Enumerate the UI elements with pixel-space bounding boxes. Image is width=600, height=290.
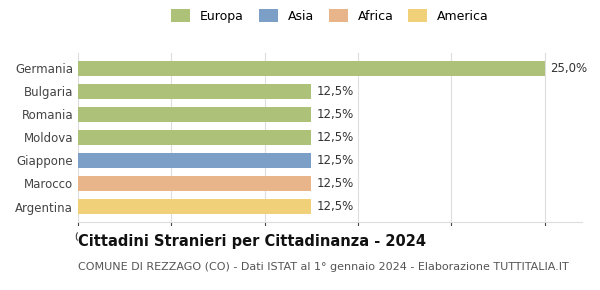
Legend: Europa, Asia, Africa, America: Europa, Asia, Africa, America [171,9,489,23]
Bar [78,176,311,191]
Bar [78,84,311,99]
Bar [78,199,311,214]
Text: 12,5%: 12,5% [317,177,354,190]
Text: COMUNE DI REZZAGO (CO) - Dati ISTAT al 1° gennaio 2024 - Elaborazione TUTTITALIA: COMUNE DI REZZAGO (CO) - Dati ISTAT al 1… [78,262,569,272]
Bar [78,153,311,168]
Bar [78,61,545,76]
Text: 12,5%: 12,5% [317,131,354,144]
Text: 12,5%: 12,5% [317,200,354,213]
Text: 12,5%: 12,5% [317,85,354,98]
Text: Cittadini Stranieri per Cittadinanza - 2024: Cittadini Stranieri per Cittadinanza - 2… [78,234,426,249]
Bar [78,107,311,122]
Text: 12,5%: 12,5% [317,154,354,167]
Text: 25,0%: 25,0% [550,62,587,75]
Text: 12,5%: 12,5% [317,108,354,121]
Bar [78,130,311,145]
